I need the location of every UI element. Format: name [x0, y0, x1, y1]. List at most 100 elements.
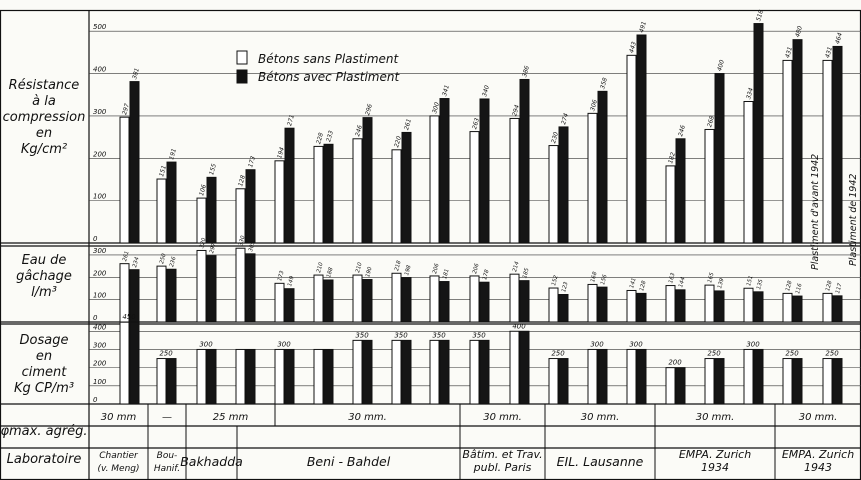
bar-white	[782, 358, 793, 405]
row-label-line: compression	[2, 110, 86, 125]
value-label-black: 274	[560, 112, 570, 125]
bar-black	[675, 138, 686, 244]
bar-white	[665, 285, 676, 323]
value-label-white: 220	[393, 135, 403, 148]
bar-white	[704, 284, 715, 323]
value-label: 250	[825, 350, 839, 358]
value-label: 350	[355, 331, 369, 339]
row-label-line: Kg CP/m³	[13, 381, 75, 396]
bar-black	[792, 295, 803, 323]
labo-cell-line: publ. Paris	[473, 461, 532, 474]
bar-black	[439, 98, 450, 244]
value-label-black: 233	[325, 130, 335, 143]
row-label-line: Résistance	[8, 78, 80, 93]
y-tick-label: 200	[93, 150, 107, 158]
bar-black	[166, 268, 177, 323]
row-label-line: Kg/cm²	[20, 142, 68, 157]
labo-cell-line: Hanif.	[154, 464, 180, 474]
bar-white	[196, 348, 207, 405]
bar-black	[636, 292, 647, 323]
labo-cell-line: 1934	[701, 461, 729, 474]
value-label-black: 178	[482, 269, 491, 281]
row-label-agregat: φmax. agrég.	[0, 424, 88, 439]
legend-swatch-white	[236, 50, 248, 65]
y-tick-label: 300	[93, 108, 107, 116]
value-label-white: 151	[746, 275, 755, 287]
labo-cell-line: Chantier	[99, 451, 139, 461]
bar-white	[665, 165, 676, 244]
bar-white	[119, 116, 130, 244]
value-label-white: 173	[277, 270, 286, 282]
value-label-black: 128	[639, 280, 648, 292]
bar-black	[362, 117, 373, 244]
bar-white	[235, 348, 246, 405]
value-label-black: 305	[248, 240, 257, 252]
value-label-white: 128	[825, 280, 834, 292]
legend-label-black: Bétons avec Plastiment	[258, 70, 400, 84]
bar-white	[704, 358, 715, 405]
row-label-eau: Eau de gâchage l/m³	[0, 253, 88, 301]
row-label-line: gâchage	[16, 269, 72, 284]
bar-black	[166, 161, 177, 244]
bar-black	[519, 280, 530, 323]
bar-white	[704, 128, 715, 244]
value-label-black: 234	[132, 256, 141, 268]
value-label-black: 123	[561, 281, 570, 293]
bar-black	[636, 348, 647, 405]
value-label-black: 191	[168, 148, 178, 161]
bar-white	[313, 348, 324, 405]
labo-cell-line: EMPA. Zurich	[679, 448, 751, 461]
agregat-cell: 25 mm	[213, 412, 249, 423]
bar-black	[479, 98, 490, 244]
agregat-cell: 30 mm.	[483, 412, 522, 423]
value-label-white: 268	[706, 115, 716, 128]
value-label-black: 341	[441, 84, 451, 97]
bar-black	[753, 348, 764, 405]
bar-black	[792, 358, 803, 405]
value-label: 350	[432, 331, 446, 339]
chart-frame	[0, 9, 861, 480]
bar-white	[469, 339, 480, 405]
value-label-white: 210	[316, 261, 325, 273]
bar-black	[284, 127, 295, 244]
value-label-white: 431	[824, 46, 834, 59]
value-label-white: 306	[589, 99, 599, 112]
value-label-white: 106	[198, 184, 208, 197]
value-label-black: 386	[521, 65, 531, 78]
bar-black	[401, 277, 412, 323]
agregat-cell: —	[162, 412, 172, 423]
bar-black	[206, 176, 217, 244]
bar-white	[587, 112, 598, 244]
value-label-white: 194	[276, 146, 286, 159]
labo-cell-line: (v. Meng)	[97, 464, 139, 474]
y-tick-label: 500	[93, 23, 107, 31]
y-tick-label: 0	[93, 235, 98, 243]
bar-white	[352, 138, 363, 244]
bar-white	[626, 348, 637, 405]
bar-white	[429, 115, 440, 244]
value-label-black: 480	[794, 25, 804, 38]
value-label-black: 139	[717, 277, 726, 289]
row-label-line: ciment	[21, 365, 67, 380]
value-label: 250	[551, 350, 565, 358]
annotations: Plastiment d'avant 1942 Plastiment de 19…	[810, 154, 859, 270]
bar-black	[245, 169, 256, 244]
y-tick-label: 200	[93, 360, 107, 368]
outer-border	[0, 9, 861, 480]
value-label-white: 320	[199, 237, 208, 249]
value-label-black: 181	[442, 268, 451, 280]
annotation-plastiment-de: Plastiment de 1942	[848, 174, 859, 266]
value-label: 300	[746, 340, 760, 348]
value-label: 350	[394, 331, 408, 339]
bar-white	[391, 149, 402, 244]
y-tick-label: 100	[93, 292, 107, 300]
bar-white	[587, 348, 598, 405]
value-label-white: 214	[512, 261, 521, 273]
bar-white	[313, 145, 324, 244]
bar-white	[469, 275, 480, 323]
bar-white	[196, 197, 207, 244]
value-label-white: 206	[432, 262, 441, 274]
bar-white	[509, 117, 520, 244]
bar-black	[479, 339, 490, 405]
